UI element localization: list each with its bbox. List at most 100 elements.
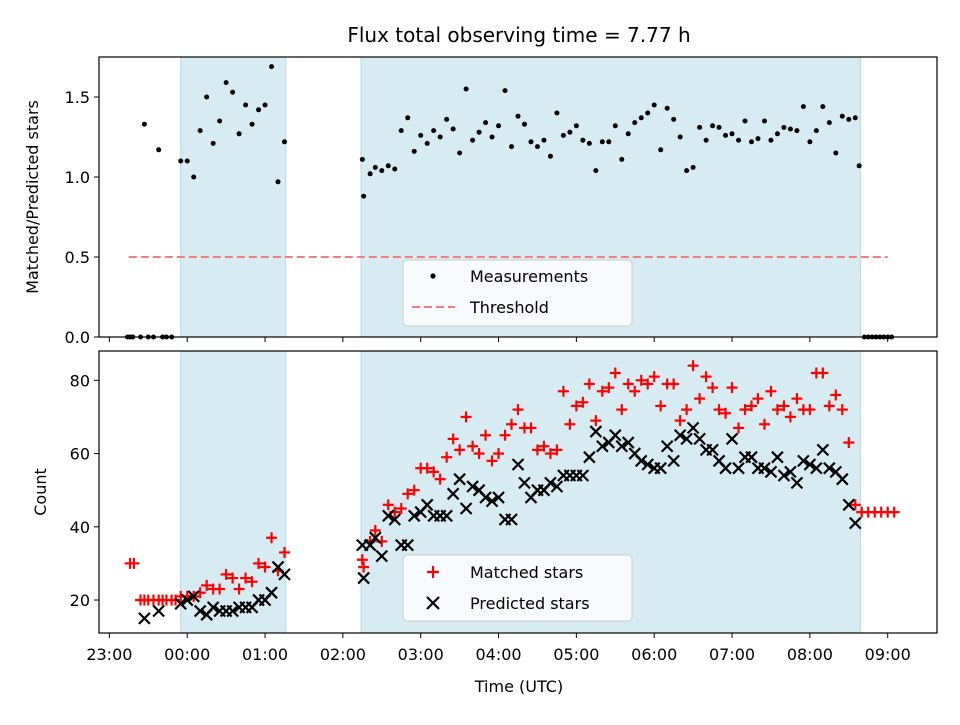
matched-star-point: [201, 579, 213, 591]
measurement-point: [684, 168, 690, 174]
measurement-point: [729, 131, 735, 137]
predicted-star-point: [357, 571, 370, 585]
predicted-star-point: [466, 480, 479, 493]
matched-star-point: [609, 367, 621, 379]
predicted-star-point: [382, 509, 395, 523]
predicted-star-point: [420, 498, 434, 512]
measurement-point: [204, 94, 210, 100]
predicted-star-point: [589, 425, 603, 438]
measurement-point: [839, 113, 845, 119]
matched-star-point: [408, 484, 420, 496]
predicted-star-point: [459, 502, 473, 515]
matched-star-point: [778, 400, 790, 412]
matched-star-point: [538, 440, 550, 452]
predicted-star-point: [453, 472, 466, 486]
predicted-star-point: [576, 469, 590, 482]
x-axis-label: Time (UTC): [474, 677, 563, 696]
matched-star-point: [752, 393, 764, 405]
matched-star-point: [531, 444, 543, 456]
measurement-point: [405, 115, 411, 121]
count-panel: 20 40 60 80 23:00 00:00 01:00 02:00 03:00 04:00 0…: [31, 350, 938, 696]
legend-matched-label: Matched stars: [470, 563, 583, 582]
x-tick-label: 08:00: [787, 645, 833, 664]
predicted-star-point: [518, 476, 531, 490]
matched-star-point: [473, 448, 485, 460]
predicted-star-point: [634, 454, 648, 468]
measurement-point: [554, 110, 560, 116]
measurement-point: [431, 128, 437, 134]
measurement-point: [755, 136, 761, 142]
measurement-point: [625, 131, 631, 137]
measurement-point: [256, 107, 262, 113]
legend-measurements-marker: [430, 273, 436, 279]
predicted-star-point: [401, 538, 415, 552]
y-tick-label: 40: [70, 518, 90, 537]
predicted-star-point: [654, 461, 667, 475]
measurement-point: [457, 150, 463, 156]
predicted-star-point: [492, 491, 505, 504]
legend-measurements-label: Measurements: [470, 267, 588, 286]
predicted-star-point: [693, 432, 706, 446]
measurement-point: [392, 166, 398, 172]
matched-star-point: [259, 561, 271, 573]
measurement-point: [820, 104, 826, 110]
matched-star-point: [240, 572, 252, 584]
matched-star-point: [681, 404, 693, 416]
measurement-point: [437, 134, 443, 140]
matched-star-point: [674, 415, 686, 427]
measurement-point: [424, 140, 430, 146]
predicted-star-point: [680, 432, 693, 446]
predicted-star-point: [278, 568, 291, 581]
matched-star-point: [557, 385, 569, 397]
matched-star-point: [577, 396, 589, 408]
matched-star-point: [227, 572, 239, 584]
matched-star-point: [266, 532, 278, 544]
measurement-point: [586, 140, 592, 146]
measurement-point: [534, 144, 540, 150]
measurement-point: [463, 86, 469, 92]
predicted-star-point: [485, 494, 499, 508]
predicted-star-point: [803, 458, 817, 471]
predicted-star-point: [673, 428, 687, 442]
measurement-point: [612, 123, 618, 129]
matched-star-point: [356, 554, 368, 566]
measurement-point: [541, 137, 547, 143]
matched-star-point: [564, 418, 576, 430]
matched-star-point: [720, 407, 732, 419]
measurement-point: [567, 129, 573, 135]
predicted-star-point: [777, 469, 791, 482]
matched-star-point: [758, 418, 770, 430]
measurement-point: [852, 115, 858, 121]
measurement-point: [489, 134, 495, 140]
matched-star-point: [441, 451, 453, 463]
measurement-point: [677, 134, 683, 140]
matched-star-point: [220, 568, 232, 580]
measurement-point: [141, 121, 147, 127]
matched-star-point: [434, 473, 446, 485]
count-panel-frame: [98, 350, 938, 634]
y-tick-label: 0.0: [65, 328, 90, 347]
matched-star-point: [629, 385, 641, 397]
y-tick-label: 0.5: [65, 248, 90, 267]
measurement-point: [197, 128, 203, 134]
matched-star-point: [428, 466, 440, 478]
count-legend: Matched stars Predicted stars: [402, 554, 633, 622]
predicted-star-point: [363, 538, 377, 552]
measurement-point: [690, 164, 696, 170]
matched-star-point: [421, 462, 433, 474]
count-legend-box: [402, 554, 633, 622]
matched-star-point: [713, 404, 725, 416]
matched-star-point: [655, 400, 667, 412]
matched-star-point: [745, 400, 757, 412]
predicted-star-point: [446, 487, 460, 501]
matched-star-point: [836, 404, 848, 416]
predicted-star-point: [583, 450, 596, 464]
measurement-point: [483, 120, 489, 126]
matched-star-point: [570, 400, 582, 412]
measurement-point: [761, 118, 767, 124]
predicted-star-point: [848, 516, 862, 530]
measurement-point: [547, 153, 553, 159]
predicted-star-point: [440, 509, 453, 523]
predicted-star-point: [816, 443, 830, 457]
measurement-point: [703, 137, 709, 143]
